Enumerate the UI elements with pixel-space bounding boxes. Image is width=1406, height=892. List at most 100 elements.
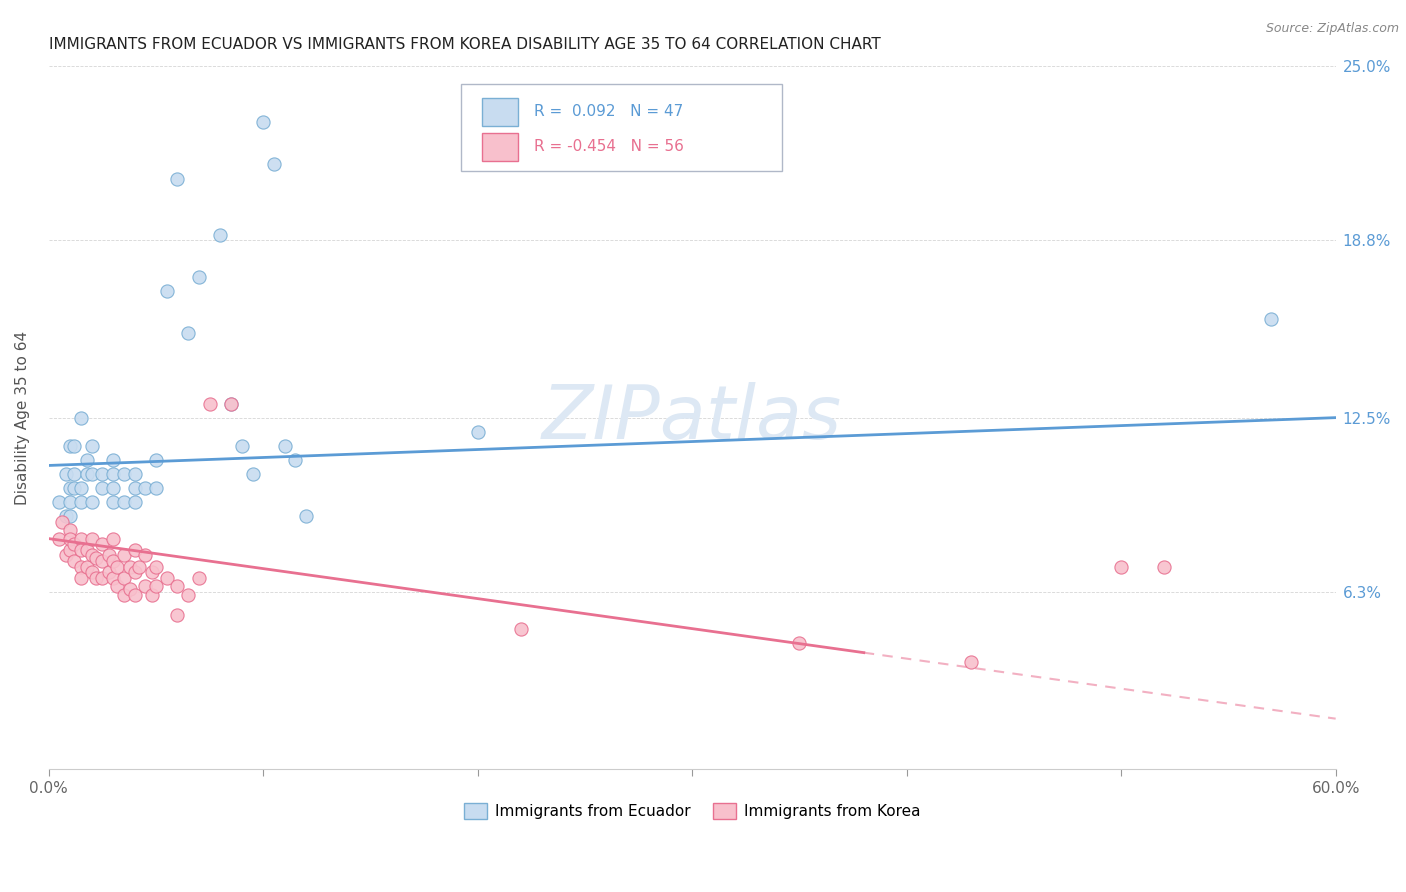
Point	[120, 559, 142, 574]
Point	[112, 571, 135, 585]
Point	[70, 410, 93, 425]
Point	[112, 467, 135, 481]
Point	[166, 171, 188, 186]
Y-axis label: Disability Age 35 to 64: Disability Age 35 to 64	[15, 331, 30, 505]
Point	[187, 270, 209, 285]
FancyBboxPatch shape	[482, 97, 519, 126]
Point	[80, 549, 103, 563]
Point	[84, 551, 107, 566]
Point	[112, 549, 135, 563]
Point	[141, 588, 163, 602]
Point	[145, 579, 167, 593]
Point	[91, 481, 114, 495]
Point	[1153, 559, 1175, 574]
Point	[124, 566, 146, 580]
Point	[101, 467, 124, 481]
Point	[63, 481, 86, 495]
Point	[177, 326, 200, 341]
Point	[63, 537, 86, 551]
Point	[145, 481, 167, 495]
Point	[105, 559, 128, 574]
Point	[263, 157, 285, 171]
Point	[219, 396, 242, 410]
Point	[70, 542, 93, 557]
Point	[59, 509, 82, 524]
Point	[48, 495, 70, 509]
Point	[76, 542, 98, 557]
Point	[112, 588, 135, 602]
Point	[242, 467, 264, 481]
Point	[1260, 312, 1282, 326]
Text: R =  0.092   N = 47: R = 0.092 N = 47	[534, 104, 683, 120]
Point	[70, 495, 93, 509]
Point	[105, 579, 128, 593]
Point	[76, 559, 98, 574]
Point	[141, 566, 163, 580]
Point	[101, 495, 124, 509]
Point	[219, 396, 242, 410]
Legend: Immigrants from Ecuador, Immigrants from Korea: Immigrants from Ecuador, Immigrants from…	[458, 797, 927, 825]
Point	[112, 495, 135, 509]
Point	[124, 542, 146, 557]
Point	[509, 622, 531, 636]
Point	[101, 554, 124, 568]
Point	[55, 549, 77, 563]
Point	[124, 495, 146, 509]
Point	[70, 571, 93, 585]
Point	[59, 523, 82, 537]
Point	[960, 656, 983, 670]
Point	[70, 559, 93, 574]
Text: IMMIGRANTS FROM ECUADOR VS IMMIGRANTS FROM KOREA DISABILITY AGE 35 TO 64 CORRELA: IMMIGRANTS FROM ECUADOR VS IMMIGRANTS FR…	[49, 37, 880, 53]
Point	[91, 571, 114, 585]
Point	[1109, 559, 1132, 574]
Point	[63, 554, 86, 568]
Point	[70, 481, 93, 495]
Point	[145, 559, 167, 574]
Point	[91, 537, 114, 551]
Point	[134, 481, 156, 495]
Point	[80, 467, 103, 481]
Point	[124, 481, 146, 495]
Point	[134, 549, 156, 563]
Text: R = -0.454   N = 56: R = -0.454 N = 56	[534, 139, 683, 154]
Point	[80, 566, 103, 580]
FancyBboxPatch shape	[482, 133, 519, 161]
Text: ZIPatlas: ZIPatlas	[543, 382, 842, 454]
Point	[209, 227, 232, 242]
Point	[156, 284, 179, 298]
Point	[63, 467, 86, 481]
Point	[70, 532, 93, 546]
Point	[101, 481, 124, 495]
FancyBboxPatch shape	[461, 84, 782, 171]
Point	[84, 571, 107, 585]
Point	[124, 588, 146, 602]
Point	[80, 495, 103, 509]
Point	[76, 453, 98, 467]
Point	[273, 439, 295, 453]
Point	[177, 588, 200, 602]
Point	[156, 571, 179, 585]
Point	[101, 571, 124, 585]
Point	[48, 532, 70, 546]
Point	[467, 425, 489, 439]
Point	[231, 439, 253, 453]
Point	[101, 532, 124, 546]
Point	[51, 515, 73, 529]
Point	[134, 579, 156, 593]
Point	[80, 532, 103, 546]
Point	[97, 549, 120, 563]
Point	[187, 571, 209, 585]
Point	[59, 495, 82, 509]
Point	[295, 509, 318, 524]
Point	[63, 439, 86, 453]
Point	[198, 396, 221, 410]
Point	[124, 467, 146, 481]
Point	[145, 453, 167, 467]
Point	[59, 542, 82, 557]
Point	[128, 559, 150, 574]
Point	[789, 636, 811, 650]
Point	[91, 554, 114, 568]
Point	[284, 453, 307, 467]
Point	[55, 509, 77, 524]
Point	[91, 467, 114, 481]
